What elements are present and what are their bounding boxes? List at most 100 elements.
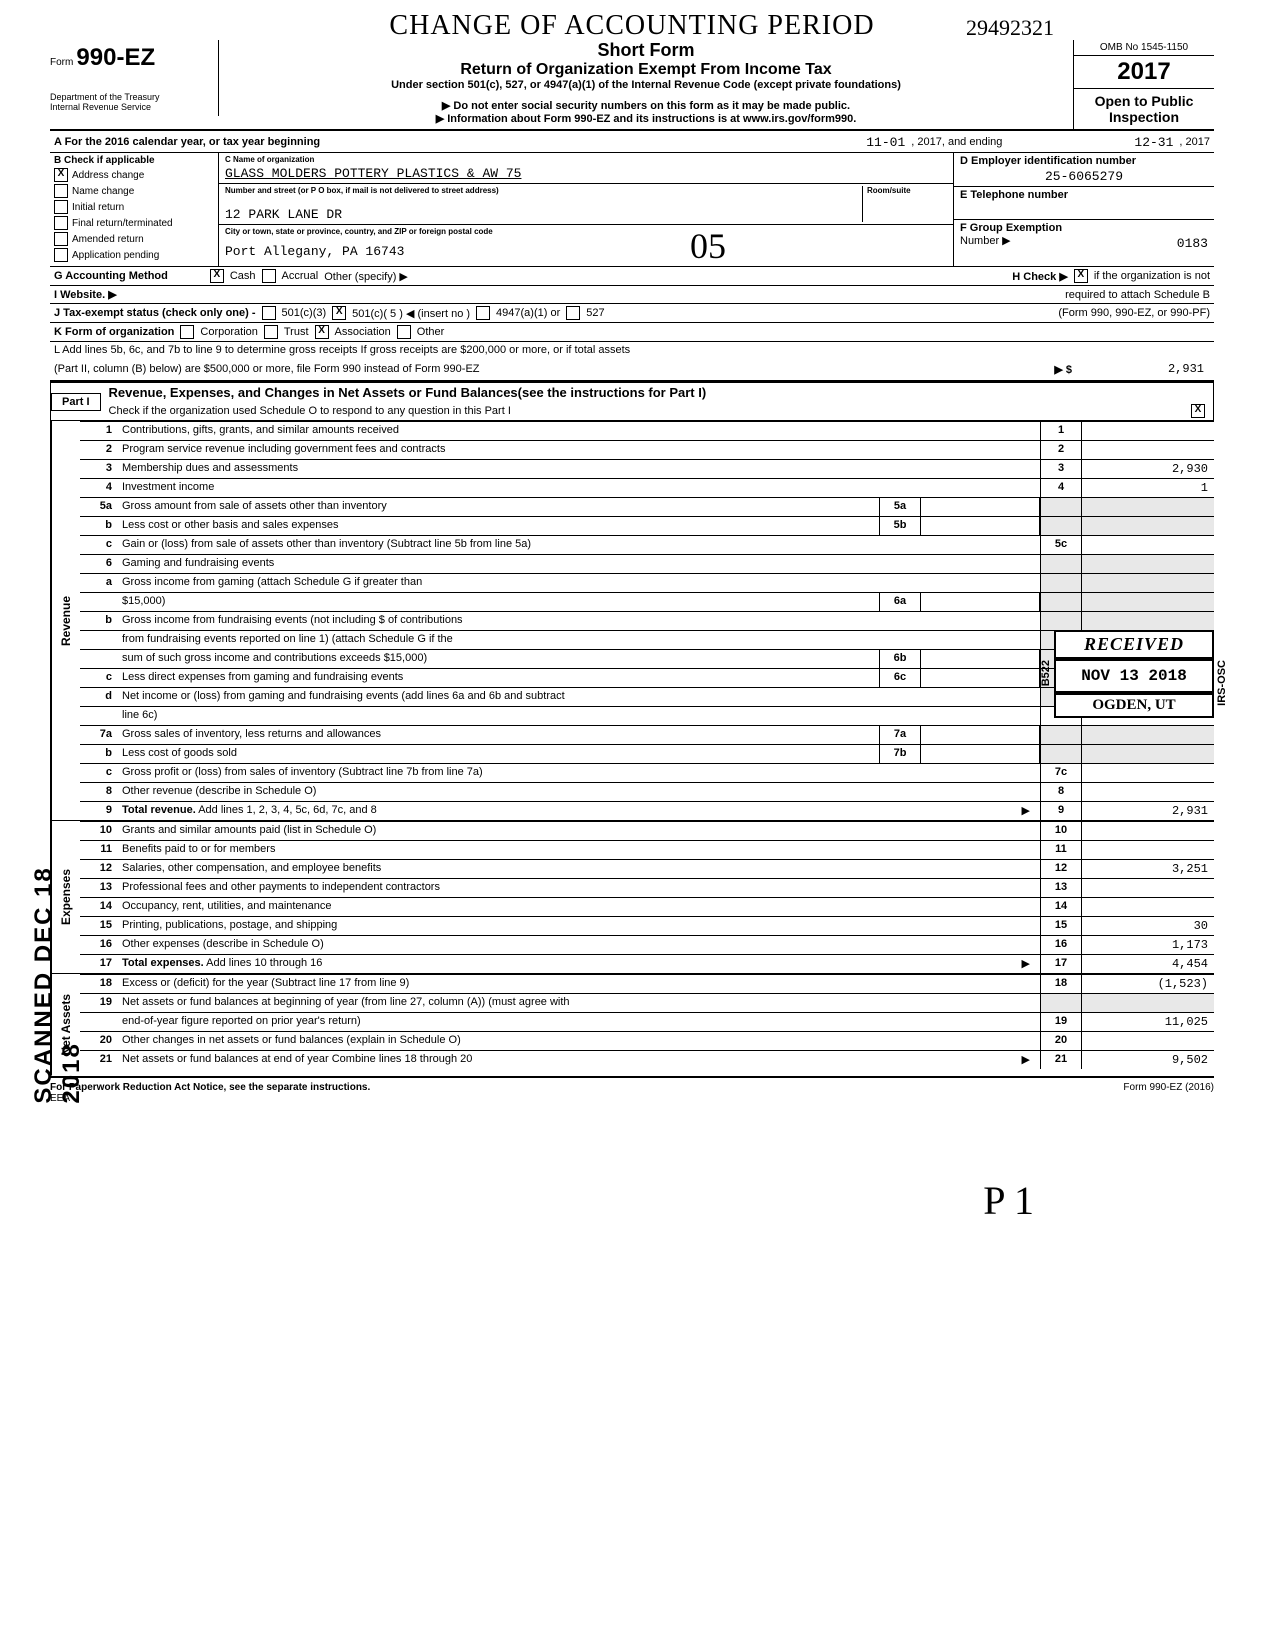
h-text3: (Form 990, 990-EZ, or 990-PF) bbox=[1058, 307, 1210, 319]
expenses-side-label: Expenses bbox=[50, 821, 80, 973]
form-line: 6Gaming and fundraising events bbox=[80, 554, 1214, 573]
k-other-checkbox[interactable] bbox=[397, 325, 411, 339]
line-text: Grants and similar amounts paid (list in… bbox=[118, 822, 1040, 840]
j-527-checkbox[interactable] bbox=[566, 306, 580, 320]
form-line: bLess cost of goods sold7b bbox=[80, 744, 1214, 763]
end-line-number: 7c bbox=[1040, 764, 1082, 782]
line-number: 9 bbox=[80, 802, 118, 820]
end-line-number: 10 bbox=[1040, 822, 1082, 840]
end-val-gray bbox=[1082, 726, 1214, 744]
end-val-gray bbox=[1082, 994, 1214, 1012]
section-b-checkbox-5[interactable] bbox=[54, 248, 68, 262]
end-line-number: 4 bbox=[1040, 479, 1082, 497]
k-trust-checkbox[interactable] bbox=[264, 325, 278, 339]
room-label: Room/suite bbox=[867, 186, 947, 195]
form-line: from fundraising events reported on line… bbox=[80, 630, 1214, 649]
line-text: Other expenses (describe in Schedule O) bbox=[118, 936, 1040, 954]
group-exempt-label: F Group Exemption bbox=[960, 222, 1208, 234]
end-value-cell: 11,025 bbox=[1082, 1013, 1214, 1031]
section-b-checkbox-0[interactable]: X bbox=[54, 168, 68, 182]
form-id-box: Form 990-EZ Department of the Treasury I… bbox=[50, 40, 219, 116]
line-text: Gross sales of inventory, less returns a… bbox=[118, 726, 879, 744]
line-text: Net income or (loss) from gaming and fun… bbox=[118, 688, 1040, 706]
form-line: end-of-year figure reported on prior yea… bbox=[80, 1012, 1214, 1031]
end-val-gray bbox=[1082, 555, 1214, 573]
line-text: Less cost or other basis and sales expen… bbox=[118, 517, 879, 535]
section-h-label: H Check ▶ bbox=[1012, 270, 1068, 283]
part1-check-line: Check if the organization used Schedule … bbox=[109, 405, 511, 417]
section-b-checkbox-3[interactable] bbox=[54, 216, 68, 230]
line-number: 2 bbox=[80, 441, 118, 459]
line-number: c bbox=[80, 536, 118, 554]
h-checkbox[interactable]: X bbox=[1074, 269, 1088, 283]
end-line-number: 18 bbox=[1040, 975, 1082, 993]
end-value-cell bbox=[1082, 536, 1214, 554]
end-value-cell: 3,251 bbox=[1082, 860, 1214, 878]
line-number: 8 bbox=[80, 783, 118, 801]
j-501c-checkbox[interactable]: X bbox=[332, 306, 346, 320]
form-line: 13Professional fees and other payments t… bbox=[80, 878, 1214, 897]
section-g-h: G Accounting Method X Cash Accrual Other… bbox=[50, 267, 1214, 286]
end-line-number: 2 bbox=[1040, 441, 1082, 459]
open-public: Open to Public Inspection bbox=[1074, 89, 1214, 129]
k-assoc: Association bbox=[335, 326, 391, 338]
form-number: 990-EZ bbox=[76, 44, 155, 71]
end-value-cell: 30 bbox=[1082, 917, 1214, 935]
city-value: Port Allegany, PA 16743 bbox=[225, 244, 947, 259]
ssn-warning: ▶ Do not enter social security numbers o… bbox=[227, 99, 1065, 112]
other-method-label: Other (specify) ▶ bbox=[324, 270, 408, 283]
section-b-checkbox-1[interactable] bbox=[54, 184, 68, 198]
line-text: Total expenses. Add lines 10 through 16▶ bbox=[118, 955, 1040, 973]
end-num-gray bbox=[1040, 593, 1082, 611]
k-assoc-checkbox[interactable]: X bbox=[315, 325, 329, 339]
part1-label: Part I bbox=[51, 393, 101, 411]
section-l-line1: L Add lines 5b, 6c, and 7b to line 9 to … bbox=[50, 342, 1214, 358]
accrual-label: Accrual bbox=[282, 270, 319, 282]
group-exempt-sub: Number ▶ bbox=[960, 235, 1011, 247]
revenue-side-label: Revenue bbox=[50, 421, 80, 820]
mid-line-number: 5b bbox=[879, 517, 921, 535]
section-d: D Employer identification number 25-6065… bbox=[954, 153, 1214, 187]
end-line-number: 1 bbox=[1040, 422, 1082, 440]
j-501c3-checkbox[interactable] bbox=[262, 306, 276, 320]
accrual-checkbox[interactable] bbox=[262, 269, 276, 283]
line-text: Benefits paid to or for members bbox=[118, 841, 1040, 859]
street-label: Number and street (or P O box, if mail i… bbox=[225, 186, 862, 195]
k-corp: Corporation bbox=[200, 326, 257, 338]
line-text: Gaming and fundraising events bbox=[118, 555, 1040, 573]
k-corp-checkbox[interactable] bbox=[180, 325, 194, 339]
end-val-gray bbox=[1082, 593, 1214, 611]
form-line: 4Investment income41 bbox=[80, 478, 1214, 497]
form-line: dNet income or (loss) from gaming and fu… bbox=[80, 687, 1214, 706]
return-title: Return of Organization Exempt From Incom… bbox=[227, 61, 1065, 79]
section-c: C Name of organization GLASS MOLDERS POT… bbox=[219, 153, 954, 266]
netassets-side-label: Net Assets bbox=[50, 974, 80, 1076]
line-text: Total revenue. Add lines 1, 2, 3, 4, 5c,… bbox=[118, 802, 1040, 820]
end-value-cell bbox=[1082, 764, 1214, 782]
form-line: 7aGross sales of inventory, less returns… bbox=[80, 725, 1214, 744]
mid-line-number: 7b bbox=[879, 745, 921, 763]
group-exempt-value: 0183 bbox=[1177, 236, 1208, 251]
part1-checkbox[interactable]: X bbox=[1191, 404, 1205, 418]
section-b-checkbox-2[interactable] bbox=[54, 200, 68, 214]
section-b-checkbox-4[interactable] bbox=[54, 232, 68, 246]
j-4947: 4947(a)(1) or bbox=[496, 307, 560, 319]
section-l-arrow: ▶ $ bbox=[1054, 363, 1072, 376]
tax-year: 2017 bbox=[1074, 56, 1214, 89]
end-line-number: 8 bbox=[1040, 783, 1082, 801]
org-name-label: C Name of organization bbox=[225, 155, 947, 164]
line-text: Printing, publications, postage, and shi… bbox=[118, 917, 1040, 935]
form-line: 8Other revenue (describe in Schedule O)8 bbox=[80, 782, 1214, 801]
omb-number: OMB No 1545-1150 bbox=[1074, 40, 1214, 56]
form-line: 19Net assets or fund balances at beginni… bbox=[80, 993, 1214, 1012]
form-line: aGross income from gaming (attach Schedu… bbox=[80, 573, 1214, 592]
arrow-icon: ▶ bbox=[1022, 957, 1030, 970]
end-value-cell bbox=[1082, 822, 1214, 840]
section-k-label: K Form of organization bbox=[54, 326, 174, 338]
line-text: Gross income from fundraising events (no… bbox=[118, 612, 1040, 630]
form-version: Form 990-EZ (2016) bbox=[1123, 1082, 1214, 1104]
j-4947-checkbox[interactable] bbox=[476, 306, 490, 320]
cash-checkbox[interactable]: X bbox=[210, 269, 224, 283]
received-stamp: B522 IRS-OSC RECEIVED NOV 13 2018 OGDEN,… bbox=[1054, 630, 1214, 718]
section-a-end2: , 2017 bbox=[1179, 136, 1210, 148]
